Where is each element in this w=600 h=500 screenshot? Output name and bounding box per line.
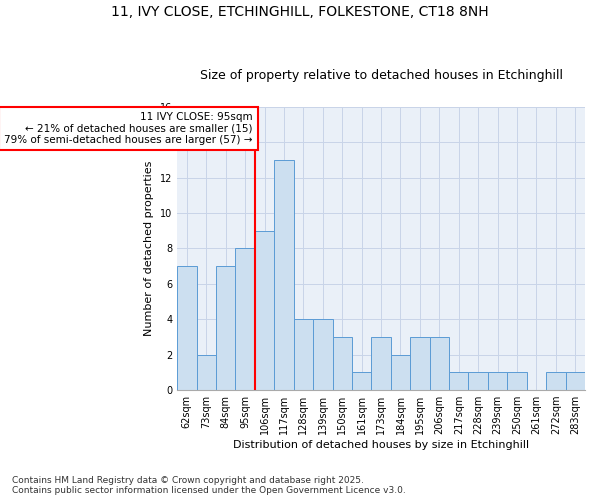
Bar (391, 354, 410, 390)
Bar (566, 372, 585, 390)
Bar (293, 320, 313, 390)
Bar (488, 372, 508, 390)
Bar (352, 372, 371, 390)
Bar (430, 337, 449, 390)
Bar (313, 320, 332, 390)
Bar (332, 337, 352, 390)
Bar (177, 266, 197, 390)
Bar (274, 160, 293, 390)
Bar (410, 337, 430, 390)
Text: 11, IVY CLOSE, ETCHINGHILL, FOLKESTONE, CT18 8NH: 11, IVY CLOSE, ETCHINGHILL, FOLKESTONE, … (111, 5, 489, 19)
Bar (449, 372, 469, 390)
Text: Contains HM Land Registry data © Crown copyright and database right 2025.
Contai: Contains HM Land Registry data © Crown c… (12, 476, 406, 495)
Bar (216, 266, 235, 390)
Bar (371, 337, 391, 390)
Y-axis label: Number of detached properties: Number of detached properties (145, 160, 154, 336)
Bar (469, 372, 488, 390)
Bar (235, 248, 255, 390)
Title: Size of property relative to detached houses in Etchinghill: Size of property relative to detached ho… (200, 69, 563, 82)
Bar (197, 354, 216, 390)
Bar (546, 372, 566, 390)
Bar (508, 372, 527, 390)
X-axis label: Distribution of detached houses by size in Etchinghill: Distribution of detached houses by size … (233, 440, 529, 450)
Text: 11 IVY CLOSE: 95sqm
← 21% of detached houses are smaller (15)
79% of semi-detach: 11 IVY CLOSE: 95sqm ← 21% of detached ho… (4, 112, 253, 146)
Bar (255, 230, 274, 390)
